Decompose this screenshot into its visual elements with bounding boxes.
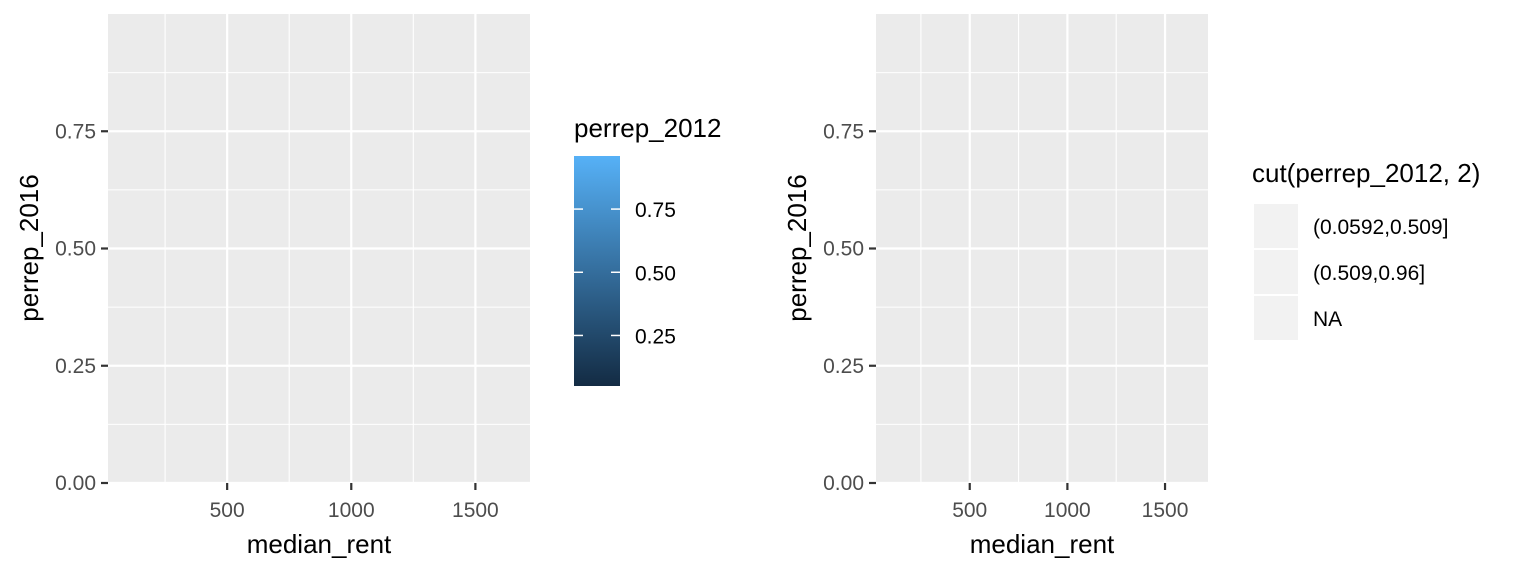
right-x-axis-title: median_rent	[970, 529, 1115, 559]
left-y-tick-label: 0.25	[55, 355, 96, 378]
left-x-tick-label: 1000	[328, 499, 375, 522]
right-y-axis-title: perrep_2016	[782, 174, 812, 321]
left-y-tick-label: 0.00	[55, 472, 96, 495]
colorbar-title: perrep_2012	[574, 113, 721, 143]
legend-entries: (0.0592,0.509] (0.509,0.96] NA	[1254, 204, 1448, 340]
left-x-axis-title: median_rent	[247, 529, 392, 559]
right-ticks: 500 1000 1500 0.00 0.25 0.50 0.75	[823, 120, 1188, 522]
right-y-tick-label: 0.00	[823, 472, 864, 495]
left-ticks: 500 1000 1500 0.00 0.25 0.50 0.75	[55, 120, 499, 522]
left-y-tick-label: 0.50	[55, 238, 96, 261]
discrete-legend-title: cut(perrep_2012, 2)	[1252, 158, 1480, 188]
right-y-tick-label: 0.25	[823, 355, 864, 378]
right-grid	[876, 14, 1208, 485]
colorbar-tick-label: 0.50	[635, 262, 676, 285]
colorbar-tick-label: 0.25	[635, 325, 676, 348]
left-grid	[108, 14, 530, 485]
right-x-tick-label: 500	[952, 499, 987, 522]
right-y-tick-label: 0.75	[823, 120, 864, 143]
legend-entry-label: (0.509,0.96]	[1313, 262, 1425, 285]
right-legend-discrete: cut(perrep_2012, 2) (0.0592,0.509] (0.509…	[1252, 158, 1480, 340]
left-x-tick-label: 500	[210, 499, 245, 522]
colorbar-gradient	[574, 156, 620, 386]
right-x-tick-label: 1000	[1044, 499, 1091, 522]
legend-key	[1254, 250, 1298, 294]
legend-entry-label: NA	[1313, 308, 1342, 331]
right-y-tick-label: 0.50	[823, 238, 864, 261]
legend-key	[1254, 296, 1298, 340]
colorbar-ticks: 0.25 0.50 0.75	[574, 199, 676, 348]
legend-entry-label: (0.0592,0.509]	[1313, 216, 1448, 239]
colorbar-tick-label: 0.75	[635, 199, 676, 222]
right-x-tick-label: 1500	[1142, 499, 1189, 522]
left-y-tick-label: 0.75	[55, 120, 96, 143]
legend-key	[1254, 204, 1298, 248]
left-x-tick-label: 1500	[452, 499, 499, 522]
left-y-axis-title: perrep_2016	[14, 174, 44, 321]
left-legend-colorbar: perrep_2012 0.25 0.50 0.75	[574, 113, 721, 386]
